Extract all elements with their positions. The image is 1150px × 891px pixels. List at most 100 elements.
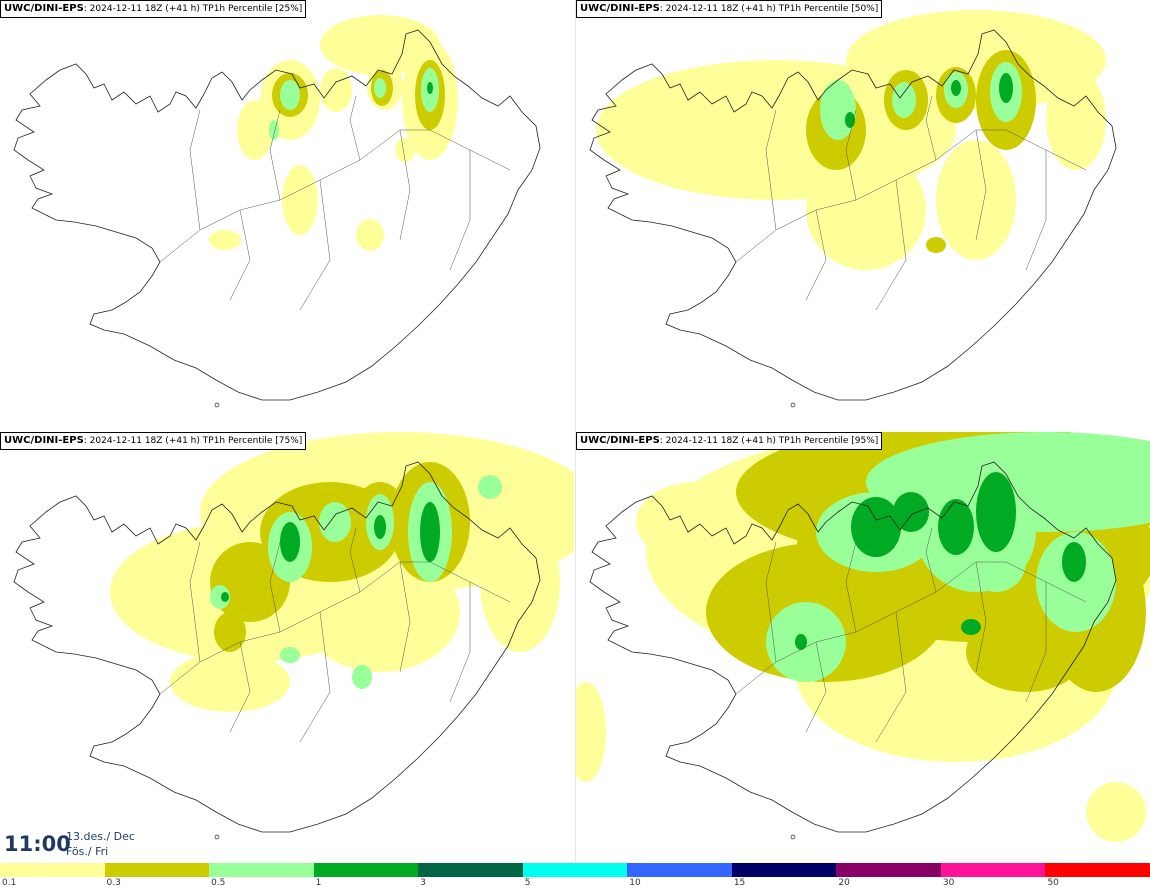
precip-area [1086,782,1146,842]
iceland-coastline [589,461,1117,833]
colorbar-label: 50 [1047,878,1059,888]
precip-area [209,230,241,250]
precip-area [352,665,372,689]
valid-time-clock: 11:00 [4,832,71,856]
colorbar-label: 15 [733,878,746,888]
colorbar-segment [940,863,1046,877]
precip-area [395,138,415,162]
island-marker [214,834,220,840]
iceland-coastline [13,461,541,833]
source-label: UWC/DINI-EPS [580,3,660,14]
colorbar-label: 20 [838,878,850,888]
colorbar-labels: 0.1 0.3 0.5 1 3 5 10 15 20 30 50 [0,877,1150,891]
colorbar-segment [836,863,941,877]
precip-area [1036,532,1116,632]
iceland-precip-map [13,432,574,840]
colorbar-label: 3 [420,878,426,888]
precip-area [282,165,318,235]
iceland-coastline [13,29,541,401]
colorbar-segment [522,863,628,877]
valid-time-box: 11:00 13.des./ Dec Fös./ Fri [0,826,140,862]
region-boundaries [159,95,511,311]
iceland-precip-map [589,10,1117,408]
precip-area [1046,70,1106,170]
precip-area [280,647,300,663]
field-name: TP1h Percentile [778,436,849,446]
region-boundaries [159,527,511,743]
precip-area [938,499,974,555]
valid-date: 13.des./ Dec [66,830,135,843]
island-marker [790,402,796,408]
colorbar-segment [313,863,419,877]
colorbar-segment [1045,863,1150,877]
region-boundaries [735,527,1087,743]
precip-area [237,100,273,160]
colorbar-label: 1 [315,878,322,888]
precip-area [420,502,440,562]
precip-area [576,682,606,782]
panel-title: UWC/DINI-EPS: 2024-12-11 18Z (+41 h) TP1… [576,0,883,18]
colorbar-segment [209,863,314,877]
panel-divider [575,0,576,862]
percentile-label: [25%] [275,4,303,14]
colorbar-label: 10 [629,878,641,888]
precip-area [319,502,351,542]
precip-area [851,497,901,557]
precip-area [170,652,290,712]
precip-area [280,522,300,562]
field-name: TP1h Percentile [778,4,849,14]
map-panel-p50: UWC/DINI-EPS: 2024-12-11 18Z (+41 h) TP1… [576,0,1150,429]
source-label: UWC/DINI-EPS [580,435,660,446]
panel-title: UWC/DINI-EPS: 2024-12-11 18Z (+41 h) TP1… [0,0,307,18]
percentile-label: [50%] [851,4,879,14]
field-name: TP1h Percentile [202,436,273,446]
colorbar-label: 0.5 [211,878,226,888]
precip-area [427,82,433,94]
precip-area [976,472,1016,552]
percentile-label: [95%] [851,436,879,446]
panel-title: UWC/DINI-EPS: 2024-12-11 18Z (+41 h) TP1… [576,432,883,450]
colorbar-segment [104,863,210,877]
precip-area [795,634,807,650]
colorbar-label: 30 [942,878,955,888]
precip-area [961,619,981,635]
precip-area [951,80,961,96]
precip-area [280,80,300,110]
precip-area [214,612,246,652]
precip-area [374,515,386,539]
map-panel-p25: UWC/DINI-EPS: 2024-12-11 18Z (+41 h) TP1… [0,0,574,429]
island-marker [790,834,796,840]
colorbar-label: 0.3 [106,878,121,888]
precip-area [893,492,929,532]
precip-area [210,585,230,609]
run-info: : 2024-12-11 18Z (+41 h) [659,4,776,14]
precip-area [478,475,502,499]
precip-area [936,140,1016,260]
colorbar-segment [0,863,105,877]
precip-area [210,542,290,622]
source-label: UWC/DINI-EPS [4,435,84,446]
iceland-precip-map [576,432,1150,842]
panel-title: UWC/DINI-EPS: 2024-12-11 18Z (+41 h) TP1… [0,432,307,450]
precip-area [926,237,946,253]
iceland-coastline [589,29,1117,401]
field-name: TP1h Percentile [202,4,273,14]
island-marker [214,402,220,408]
colorbar-label: 5 [524,878,531,888]
run-info: : 2024-12-11 18Z (+41 h) [83,436,200,446]
precip-area [300,552,460,672]
colorbar-segment [627,863,732,877]
precip-area [480,512,560,652]
map-panel-p75: UWC/DINI-EPS: 2024-12-11 18Z (+41 h) TP1… [0,432,574,861]
colorbar-segment [731,863,837,877]
region-boundaries [735,95,1087,311]
precip-area [320,68,352,112]
precip-area [221,592,229,602]
precip-area [806,150,926,270]
source-label: UWC/DINI-EPS [4,3,84,14]
precip-area [1062,542,1086,582]
run-info: : 2024-12-11 18Z (+41 h) [83,4,200,14]
precip-colorbar [0,863,1150,877]
percentile-label: [75%] [275,436,303,446]
precip-area [269,120,279,140]
